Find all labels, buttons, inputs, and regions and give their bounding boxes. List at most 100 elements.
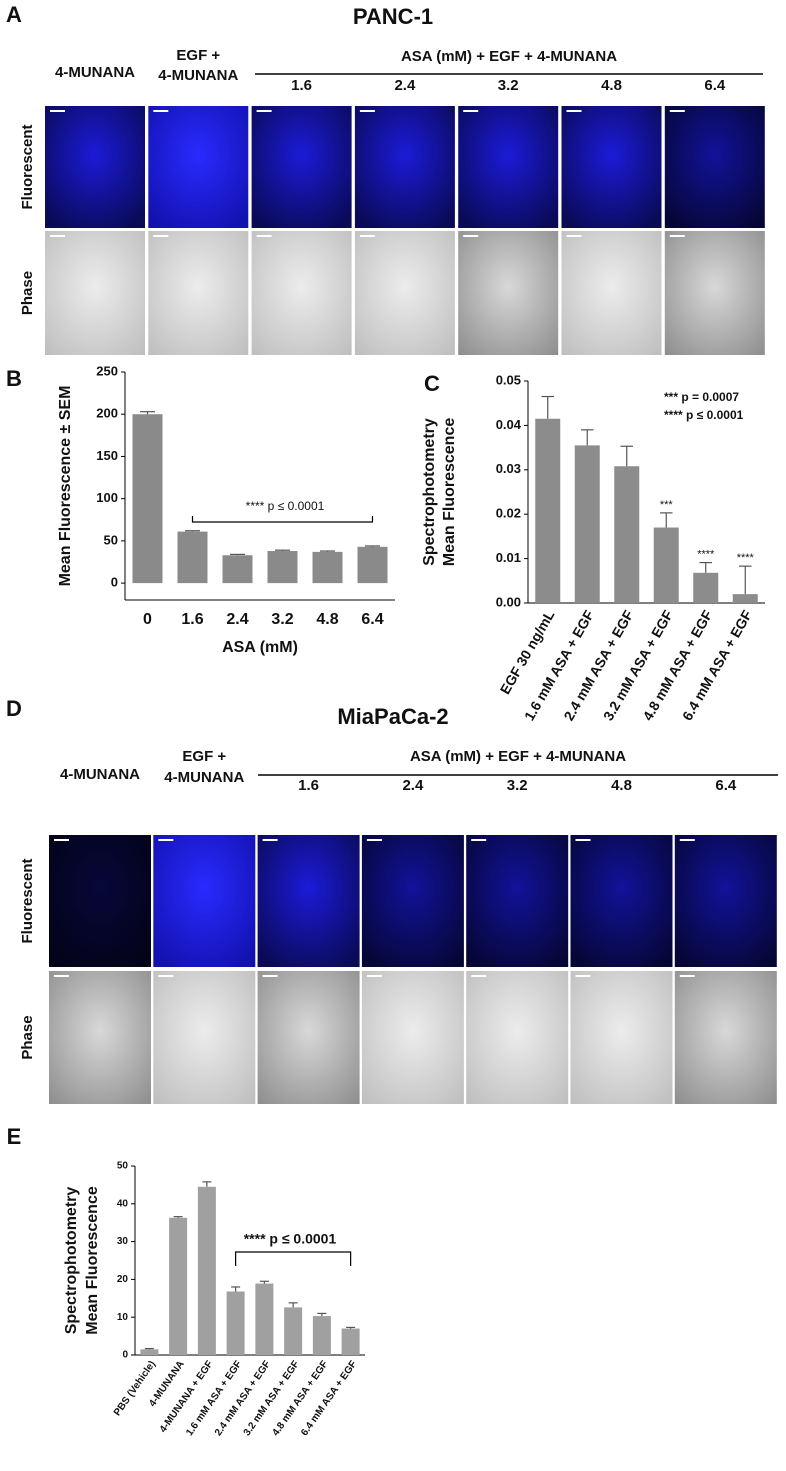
column-header: 4-MUNANA bbox=[164, 769, 244, 786]
x-tick-label: 6.4 mM ASA + EGF bbox=[679, 607, 755, 723]
x-tick-label: PBS (Vehicle) bbox=[112, 1359, 158, 1418]
bar bbox=[535, 418, 561, 603]
micrograph bbox=[257, 971, 360, 1104]
micrograph bbox=[570, 835, 673, 967]
bar bbox=[140, 1349, 159, 1355]
y-tick-label: 10 bbox=[117, 1312, 129, 1323]
micrograph bbox=[153, 971, 256, 1104]
image-panel-title: MiaPaCa-2 bbox=[337, 704, 448, 729]
x-tick-label: 2.4 mM ASA + EGF bbox=[560, 607, 636, 723]
concentration-label: 3.2 bbox=[498, 77, 519, 94]
bar bbox=[574, 445, 600, 603]
row-label: Phase bbox=[19, 1015, 36, 1059]
y-tick-label: 250 bbox=[96, 363, 118, 378]
x-tick-label: 4.8 bbox=[316, 611, 338, 628]
x-axis-label: ASA (mM) bbox=[222, 639, 298, 656]
x-tick-label: 4.8 mM ASA + EGF bbox=[639, 607, 715, 723]
row-label: Phase bbox=[19, 271, 36, 315]
micrograph bbox=[361, 971, 464, 1104]
bar bbox=[653, 527, 679, 603]
p-value-note: **** p ≤ 0.0001 bbox=[664, 408, 744, 422]
bar bbox=[177, 531, 208, 584]
panel-label: B bbox=[6, 366, 22, 391]
column-header: 4-MUNANA bbox=[60, 766, 140, 783]
bar bbox=[169, 1217, 188, 1355]
bar bbox=[267, 551, 298, 584]
y-axis-label: Mean Fluorescence bbox=[441, 418, 458, 567]
micrograph bbox=[45, 106, 145, 228]
micrograph bbox=[570, 971, 673, 1104]
micrograph bbox=[354, 231, 455, 355]
concentration-label: 1.6 bbox=[298, 777, 319, 794]
y-tick-label: 30 bbox=[117, 1236, 129, 1247]
annotation: **** p ≤ 0.0001 bbox=[246, 499, 325, 513]
x-tick-label: 1.6 mM ASA + EGF bbox=[521, 607, 597, 723]
concentration-label: 2.4 bbox=[402, 777, 424, 794]
p-value-note: *** p = 0.0007 bbox=[664, 390, 739, 404]
bar bbox=[614, 466, 640, 603]
micrograph bbox=[148, 106, 249, 228]
micrograph bbox=[49, 835, 151, 967]
bar bbox=[226, 1291, 245, 1355]
column-header: EGF + bbox=[176, 47, 220, 64]
bar bbox=[357, 546, 388, 584]
micrograph bbox=[466, 835, 569, 967]
bar bbox=[255, 1283, 274, 1355]
micrograph bbox=[561, 106, 662, 228]
y-tick-label: 100 bbox=[96, 490, 118, 505]
bar bbox=[341, 1328, 360, 1355]
x-tick-label: 2.4 bbox=[226, 611, 248, 628]
micrograph bbox=[458, 231, 559, 355]
bar bbox=[693, 572, 719, 603]
column-header: EGF + bbox=[182, 748, 226, 765]
annotation: **** p ≤ 0.0001 bbox=[244, 1231, 337, 1247]
bar bbox=[284, 1307, 303, 1355]
bar bbox=[312, 551, 343, 584]
y-tick-label: 0.05 bbox=[496, 372, 521, 387]
group-header: ASA (mM) + EGF + 4-MUNANA bbox=[401, 48, 617, 65]
group-header: ASA (mM) + EGF + 4-MUNANA bbox=[410, 748, 626, 765]
x-tick-label: 0 bbox=[143, 611, 152, 628]
y-tick-label: 0.03 bbox=[496, 461, 521, 476]
micrograph bbox=[257, 835, 360, 967]
x-tick-label: 1.6 bbox=[181, 611, 203, 628]
significance-bracket bbox=[235, 1251, 352, 1266]
y-axis-label: Mean Fluorescence bbox=[84, 1186, 101, 1335]
bar bbox=[132, 414, 163, 584]
y-axis-label: Mean Fluorescence ± SEM bbox=[57, 386, 74, 587]
column-header: 4-MUNANA bbox=[55, 64, 135, 81]
micrograph bbox=[674, 835, 777, 967]
y-tick-label: 0.02 bbox=[496, 506, 521, 521]
micrograph bbox=[49, 971, 151, 1104]
micrograph bbox=[361, 835, 464, 967]
y-tick-label: 20 bbox=[117, 1274, 129, 1285]
panel-label: A bbox=[6, 2, 22, 27]
y-tick-label: 0 bbox=[122, 1350, 128, 1361]
micrograph bbox=[354, 106, 455, 228]
significance-label: **** bbox=[697, 549, 715, 561]
micrograph bbox=[674, 971, 777, 1104]
micrograph bbox=[561, 231, 662, 355]
y-tick-label: 50 bbox=[117, 1161, 129, 1172]
x-tick-label: 6.4 bbox=[361, 611, 383, 628]
micrograph bbox=[664, 106, 765, 228]
micrograph bbox=[466, 971, 569, 1104]
significance-label: **** bbox=[737, 552, 755, 564]
micrograph bbox=[664, 231, 765, 355]
row-label: Fluorescent bbox=[19, 858, 36, 943]
column-header: 4-MUNANA bbox=[158, 67, 238, 84]
micrograph bbox=[251, 106, 352, 228]
y-axis-label: Spectrophotometry bbox=[63, 1187, 80, 1335]
y-tick-label: 40 bbox=[117, 1198, 129, 1209]
y-tick-label: 0 bbox=[111, 575, 118, 590]
y-tick-label: 0.00 bbox=[496, 594, 521, 609]
x-tick-label: 4-MUNANA + EGF bbox=[158, 1359, 216, 1435]
y-tick-label: 0.04 bbox=[496, 417, 522, 432]
panel-label: C bbox=[424, 371, 440, 396]
concentration-label: 6.4 bbox=[715, 777, 737, 794]
y-tick-label: 150 bbox=[96, 448, 118, 463]
x-tick-label: 3.2 bbox=[271, 611, 293, 628]
y-tick-label: 50 bbox=[104, 532, 118, 547]
y-axis-label: Spectrophotometry bbox=[421, 418, 438, 566]
